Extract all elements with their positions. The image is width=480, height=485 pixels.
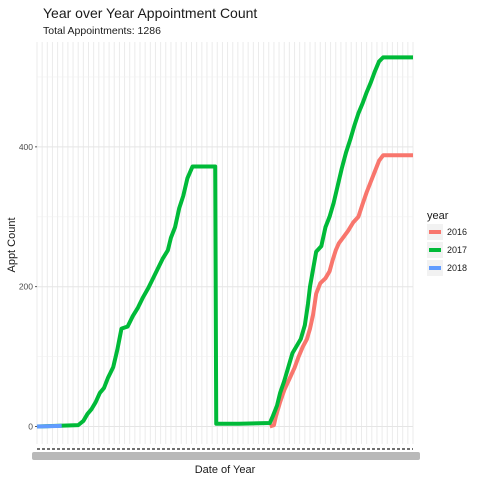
series-line-2017	[36, 55, 413, 429]
x-axis-title: Date of Year	[195, 464, 256, 476]
chart-title: Year over Year Appointment Count	[43, 5, 257, 21]
legend: 2016 2017 2018	[427, 224, 467, 276]
y-tick-label: 200	[19, 282, 33, 292]
legend-label-2016: 2016	[447, 227, 467, 237]
y-tick-label: 0	[28, 422, 33, 432]
grid-lines	[36, 42, 414, 444]
series-line-2016	[269, 153, 413, 429]
legend-label-2017: 2017	[447, 245, 467, 255]
legend-title: year	[427, 210, 449, 222]
x-tick-label-band	[32, 452, 420, 460]
series-group	[36, 55, 413, 429]
legend-label-2018: 2018	[447, 263, 467, 273]
y-axis-title: Appt Count	[6, 217, 18, 272]
y-tick-label: 400	[19, 142, 33, 152]
chart-subtitle: Total Appointments: 1286	[43, 25, 161, 37]
series-line-2018	[36, 423, 62, 429]
